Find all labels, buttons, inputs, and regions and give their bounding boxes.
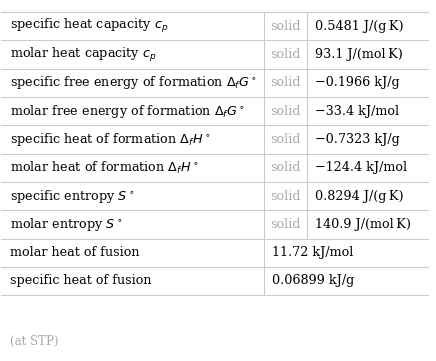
Text: solid: solid bbox=[270, 190, 300, 203]
Text: −0.1966 kJ/g: −0.1966 kJ/g bbox=[315, 77, 400, 90]
Text: molar heat of fusion: molar heat of fusion bbox=[10, 246, 140, 259]
Text: solid: solid bbox=[270, 161, 300, 174]
Text: 0.06899 kJ/g: 0.06899 kJ/g bbox=[272, 274, 354, 287]
Text: 0.5481 J/(g K): 0.5481 J/(g K) bbox=[315, 20, 404, 33]
Text: solid: solid bbox=[270, 48, 300, 61]
Text: −124.4 kJ/mol: −124.4 kJ/mol bbox=[315, 161, 407, 174]
Text: molar entropy $S^\circ$: molar entropy $S^\circ$ bbox=[10, 216, 123, 233]
Text: 11.72 kJ/mol: 11.72 kJ/mol bbox=[272, 246, 354, 259]
Text: solid: solid bbox=[270, 105, 300, 118]
Text: specific heat capacity $c_p$: specific heat capacity $c_p$ bbox=[10, 17, 168, 35]
Text: specific free energy of formation $\Delta_f G^\circ$: specific free energy of formation $\Delt… bbox=[10, 74, 257, 91]
Text: solid: solid bbox=[270, 20, 300, 33]
Text: 140.9 J/(mol K): 140.9 J/(mol K) bbox=[315, 218, 411, 231]
Text: solid: solid bbox=[270, 218, 300, 231]
Text: molar free energy of formation $\Delta_f G^\circ$: molar free energy of formation $\Delta_f… bbox=[10, 103, 245, 120]
Text: molar heat of formation $\Delta_f H^\circ$: molar heat of formation $\Delta_f H^\cir… bbox=[10, 160, 198, 176]
Text: solid: solid bbox=[270, 133, 300, 146]
Text: specific heat of fusion: specific heat of fusion bbox=[10, 274, 151, 287]
Text: 0.8294 J/(g K): 0.8294 J/(g K) bbox=[315, 190, 404, 203]
Text: −33.4 kJ/mol: −33.4 kJ/mol bbox=[315, 105, 399, 118]
Text: (at STP): (at STP) bbox=[10, 335, 58, 348]
Text: specific entropy $S^\circ$: specific entropy $S^\circ$ bbox=[10, 188, 134, 205]
Text: 93.1 J/(mol K): 93.1 J/(mol K) bbox=[315, 48, 403, 61]
Text: molar heat capacity $c_p$: molar heat capacity $c_p$ bbox=[10, 45, 157, 64]
Text: −0.7323 kJ/g: −0.7323 kJ/g bbox=[315, 133, 400, 146]
Text: solid: solid bbox=[270, 77, 300, 90]
Text: specific heat of formation $\Delta_f H^\circ$: specific heat of formation $\Delta_f H^\… bbox=[10, 131, 211, 148]
